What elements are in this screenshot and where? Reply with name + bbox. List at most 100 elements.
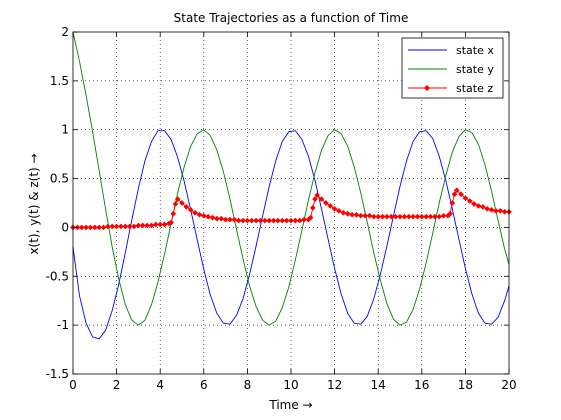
data-point — [466, 198, 473, 204]
data-point — [314, 192, 320, 199]
data-point — [401, 213, 408, 220]
data-point — [209, 214, 216, 221]
data-point — [257, 217, 264, 224]
tick-layer: 0 2 4 6 8 10 12 14 16 18 20 -1.5 -1 -0.5 0 0.5 1 1.5 2 — [46, 25, 517, 392]
data-point — [227, 216, 233, 223]
data-point — [240, 217, 246, 224]
data-point — [353, 211, 360, 218]
data-point — [100, 224, 107, 231]
data-point — [218, 215, 225, 222]
data-point — [279, 217, 286, 224]
y-axis-label: x(t), y(t) & z(t) → — [27, 153, 41, 254]
data-point — [231, 216, 238, 223]
data-point — [139, 222, 146, 229]
data-point — [410, 213, 416, 220]
data-point — [388, 213, 395, 220]
data-point — [340, 209, 347, 216]
data-point — [301, 216, 307, 223]
data-point — [78, 224, 85, 231]
y-tick-label: 0 — [61, 220, 69, 234]
y-tick-label: 1 — [61, 123, 69, 137]
data-point — [144, 222, 150, 229]
data-point — [405, 213, 412, 220]
data-point — [453, 187, 460, 194]
data-point — [131, 223, 137, 230]
data-point — [375, 213, 382, 220]
series-state-y — [72, 31, 510, 326]
data-point — [192, 209, 198, 216]
data-point — [423, 213, 429, 220]
data-point — [288, 217, 294, 224]
data-point — [357, 212, 364, 219]
series-layer — [70, 31, 512, 340]
y-tick-label: 2 — [61, 25, 69, 39]
data-point — [462, 195, 469, 201]
legend-label: state x — [456, 44, 494, 57]
data-point — [427, 213, 434, 220]
data-point — [447, 210, 453, 217]
data-point — [262, 217, 268, 224]
data-point — [418, 213, 425, 220]
data-point — [366, 212, 373, 219]
data-point — [214, 215, 220, 222]
data-point — [168, 219, 174, 226]
data-point — [179, 200, 185, 206]
x-tick-label: 18 — [458, 378, 473, 392]
data-point — [318, 196, 325, 202]
data-point — [440, 212, 447, 219]
data-point — [384, 213, 390, 220]
data-point — [118, 223, 124, 230]
data-point — [235, 217, 242, 224]
data-point — [362, 212, 368, 219]
data-point — [174, 196, 181, 202]
data-point — [480, 204, 486, 210]
x-tick-label: 16 — [414, 378, 429, 392]
data-point — [248, 217, 255, 224]
data-point — [475, 203, 482, 209]
data-point — [172, 201, 179, 207]
data-point — [109, 223, 116, 230]
series-line-state-x — [72, 130, 510, 340]
x-tick-label: 14 — [371, 378, 386, 392]
data-point — [135, 222, 142, 229]
data-point — [307, 214, 314, 221]
data-point — [83, 224, 89, 231]
data-point — [327, 203, 334, 209]
legend-label: state y — [456, 63, 494, 76]
data-point — [126, 223, 133, 230]
x-tick-label: 6 — [200, 378, 208, 392]
data-point — [105, 223, 111, 230]
data-point — [497, 207, 504, 214]
data-point — [471, 201, 477, 207]
y-tick-label: 1.5 — [50, 74, 69, 88]
data-point — [183, 204, 190, 210]
y-tick-label: -1 — [57, 318, 69, 332]
data-point — [436, 213, 443, 220]
x-tick-label: 12 — [327, 378, 342, 392]
data-point — [187, 207, 194, 213]
data-point — [91, 224, 98, 231]
data-point — [296, 217, 303, 224]
data-point — [153, 221, 159, 228]
data-point — [87, 224, 94, 231]
data-point — [458, 191, 464, 198]
legend-label: state z — [456, 82, 493, 95]
data-point — [323, 200, 329, 206]
data-point — [253, 217, 259, 224]
x-tick-label: 0 — [69, 378, 77, 392]
data-point — [331, 206, 338, 212]
x-tick-label: 20 — [501, 378, 516, 392]
data-point — [113, 223, 120, 230]
y-tick-label: -0.5 — [46, 269, 69, 283]
data-point — [371, 213, 377, 220]
data-point — [336, 207, 342, 214]
series-state-z — [70, 187, 512, 231]
x-tick-label: 10 — [283, 378, 298, 392]
data-point — [344, 210, 351, 217]
data-point — [392, 213, 399, 220]
data-point — [205, 213, 211, 220]
data-point — [488, 207, 495, 213]
data-point — [449, 200, 456, 206]
data-point — [244, 217, 251, 224]
